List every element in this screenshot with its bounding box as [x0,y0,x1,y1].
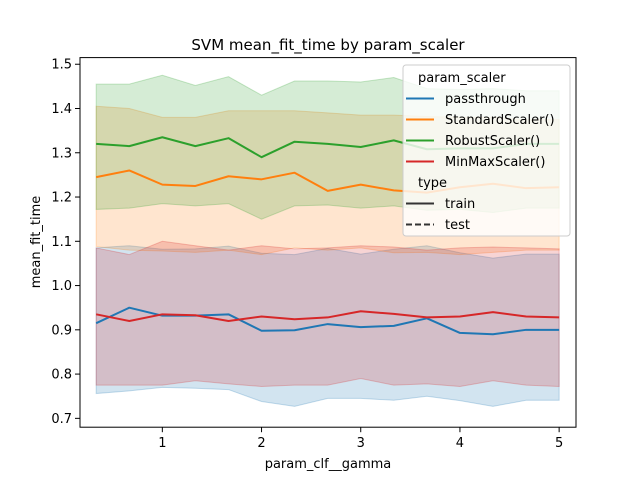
legend-style-entry-0: train [445,197,475,212]
legend-entry-2: RobustScaler() [445,134,540,149]
x-tick-label-1: 2 [257,436,265,451]
chart-title: SVM mean_fit_time by param_scaler [191,36,465,55]
y-tick-label-4: 1.1 [51,235,72,250]
y-tick-label-5: 1.2 [51,191,72,206]
x-tick-label-0: 1 [158,436,166,451]
y-tick-label-3: 1.0 [51,279,72,294]
legend-style-title: type [418,176,447,191]
series-line-0 [95,306,560,336]
legend-entry-1: StandardScaler() [445,113,555,128]
y-tick-label-7: 1.4 [51,102,72,117]
legend-entry-3: MinMaxScaler() [445,155,545,170]
legend-entry-0: passthrough [445,92,526,107]
y-tick-label-8: 1.5 [51,58,72,73]
y-axis-label: mean_fit_time [29,196,44,289]
ci-band-3 [95,240,560,388]
y-axis: 0.7 0.8 0.9 1.0 1.1 1.2 1.3 1.4 1.5 [51,58,80,427]
legend-hue-title: param_scaler [418,71,506,86]
x-tick-label-4: 5 [555,436,563,451]
x-axis-label: param_clf__gamma [265,457,392,472]
ci-band-0 [95,245,560,407]
x-tick-label-2: 3 [357,436,365,451]
legend: param_scaler passthrough StandardScaler() R… [402,64,571,237]
y-tick-label-1: 0.8 [51,368,72,383]
series-line-3 [95,310,560,322]
y-tick-label-0: 0.7 [51,412,72,427]
legend-style-entry-1: test [445,218,470,233]
x-axis: 1 2 3 4 5 [158,427,563,451]
x-tick-label-3: 4 [456,436,464,451]
legend-box [402,64,571,237]
y-tick-label-2: 0.9 [51,323,72,338]
y-tick-label-6: 1.3 [51,146,72,161]
plot-frame [79,57,577,428]
